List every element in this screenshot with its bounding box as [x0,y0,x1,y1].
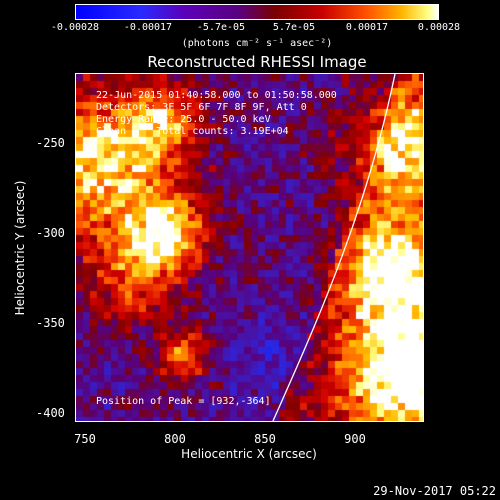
energy-range: Energy Range: 25.0 - 50.0 keV [96,114,271,125]
x-tick: 800 [164,432,186,446]
time-range: 22-Jun-2015 01:40:58.000 to 01:50:58.000 [96,90,337,101]
y-tick: -300 [36,226,65,240]
y-axis-label: Heliocentric Y (arcsec) [13,180,27,316]
solar-limb [272,74,396,421]
x-tick: 850 [254,432,276,446]
x-axis-label: Heliocentric X (arcsec) [181,447,317,461]
image-title: Reconstructed RHESSI Image [147,53,367,71]
y-tick: -400 [36,406,65,420]
peak-position: Position of Peak = [932,-364] [96,396,271,407]
y-tick: -250 [36,136,65,150]
colorbar-tick: 0.00028 [417,22,461,33]
rhessi-image [76,74,423,421]
colorbar-tick: -5.7e-05 [196,22,246,33]
x-tick: 750 [74,432,96,446]
colorbar-tick: 5.7e-05 [272,22,316,33]
detectors: Detectors: 3F 5F 6F 7F 8F 9F, Att 0 [96,102,307,113]
timestamp: 29-Nov-2017 05:22 [373,484,496,498]
colorbar [75,4,439,20]
colorbar-tick: -0.00028 [50,22,100,33]
x-tick: 900 [344,432,366,446]
clean-counts: Clean Total counts: 3.19E+04 [96,126,289,137]
colorbar-tick: -0.00017 [123,22,173,33]
image-plot: 22-Jun-2015 01:40:58.000 to 01:50:58.000… [75,73,424,422]
colorbar-unit: (photons cm⁻² s⁻¹ asec⁻²) [181,38,333,49]
y-tick: -350 [36,316,65,330]
colorbar-tick: 0.00017 [345,22,389,33]
